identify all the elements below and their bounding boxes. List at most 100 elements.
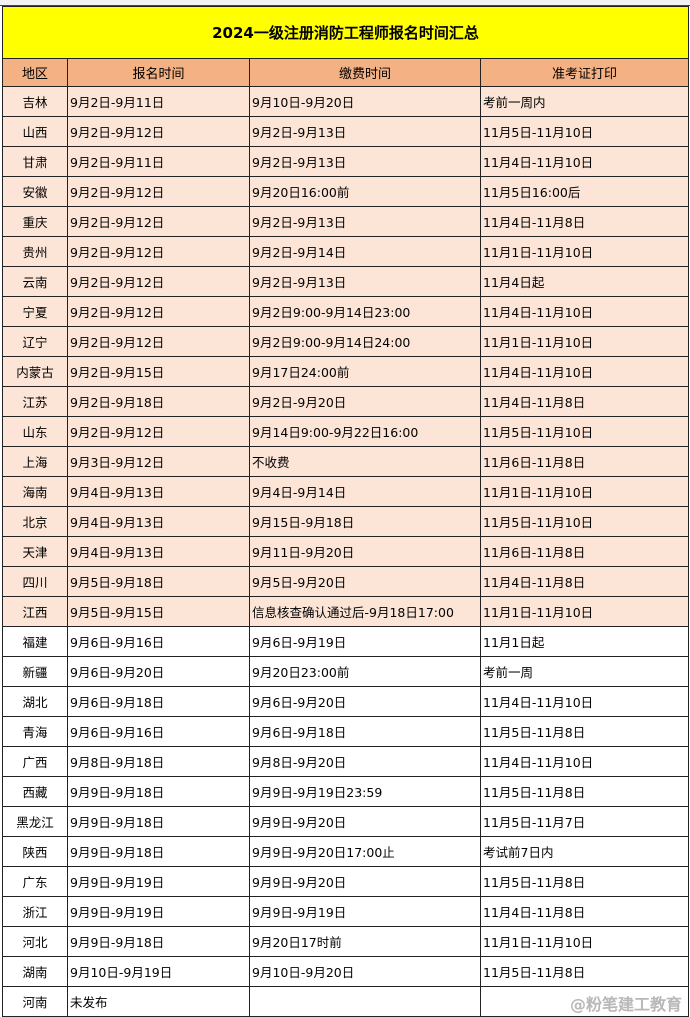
header-row: 地区 报名时间 缴费时间 准考证打印 — [2, 58, 689, 87]
registration-time-cell: 9月6日-9月18日 — [67, 686, 250, 717]
payment-time-cell: 9月10日-9月20日 — [249, 86, 481, 117]
region-cell: 天津 — [2, 536, 68, 567]
table-row: 湖北 9月6日-9月18日 9月6日-9月20日 11月4日-11月10日 — [2, 686, 689, 717]
registration-time-cell: 9月4日-9月13日 — [67, 536, 250, 567]
registration-time-cell: 9月4日-9月13日 — [67, 506, 250, 537]
region-cell: 新疆 — [2, 656, 68, 687]
payment-time-cell: 9月2日-9月13日 — [249, 146, 481, 177]
region-cell: 福建 — [2, 626, 68, 657]
table-row: 河南 未发布 — [2, 986, 689, 1017]
payment-time-cell: 9月20日23:00前 — [249, 656, 481, 687]
payment-time-cell: 9月9日-9月20日 — [249, 806, 481, 837]
registration-time-cell: 9月9日-9月19日 — [67, 896, 250, 927]
region-cell: 云南 — [2, 266, 68, 297]
table-row: 贵州 9月2日-9月12日 9月2日-9月14日 11月1日-11月10日 — [2, 236, 689, 267]
registration-time-cell: 9月9日-9月19日 — [67, 866, 250, 897]
table-row: 山东 9月2日-9月12日 9月14日9:00-9月22日16:00 11月5日-11… — [2, 416, 689, 447]
table-row: 内蒙古 9月2日-9月15日 9月17日24:00前 11月4日-11月10日 — [2, 356, 689, 387]
table-row: 云南 9月2日-9月12日 9月2日-9月13日 11月4日起 — [2, 266, 689, 297]
payment-time-cell: 9月2日-9月13日 — [249, 206, 481, 237]
header-payment-time: 缴费时间 — [249, 58, 481, 87]
admission-ticket-cell: 11月5日-11月10日 — [480, 116, 689, 147]
registration-schedule-table: 2024一级注册消防工程师报名时间汇总 地区 报名时间 缴费时间 准考证打印 吉… — [2, 6, 689, 1017]
registration-time-cell: 9月10日-9月19日 — [67, 956, 250, 987]
payment-time-cell: 9月20日17时前 — [249, 926, 481, 957]
registration-time-cell: 9月2日-9月12日 — [67, 236, 250, 267]
registration-time-cell: 9月8日-9月18日 — [67, 746, 250, 777]
table-row: 北京 9月4日-9月13日 9月15日-9月18日 11月5日-11月10日 — [2, 506, 689, 537]
region-cell: 吉林 — [2, 86, 68, 117]
admission-ticket-cell: 11月5日-11月8日 — [480, 716, 689, 747]
table-row: 吉林 9月2日-9月11日 9月10日-9月20日 考前一周内 — [2, 86, 689, 117]
registration-time-cell: 9月5日-9月15日 — [67, 596, 250, 627]
registration-time-cell: 9月2日-9月11日 — [67, 146, 250, 177]
registration-time-cell: 9月6日-9月20日 — [67, 656, 250, 687]
region-cell: 湖北 — [2, 686, 68, 717]
registration-time-cell: 9月2日-9月12日 — [67, 416, 250, 447]
admission-ticket-cell: 11月5日-11月8日 — [480, 776, 689, 807]
payment-time-cell: 9月5日-9月20日 — [249, 566, 481, 597]
admission-ticket-cell: 11月5日-11月10日 — [480, 416, 689, 447]
region-cell: 浙江 — [2, 896, 68, 927]
watermark: @粉笔建工教育 — [569, 995, 682, 1014]
header-admission-ticket: 准考证打印 — [480, 58, 689, 87]
region-cell: 青海 — [2, 716, 68, 747]
payment-time-cell: 9月9日-9月19日23:59 — [249, 776, 481, 807]
table-row: 福建 9月6日-9月16日 9月6日-9月19日 11月1日起 — [2, 626, 689, 657]
payment-time-cell: 9月2日9:00-9月14日23:00 — [249, 296, 481, 327]
region-cell: 黑龙江 — [2, 806, 68, 837]
region-cell: 北京 — [2, 506, 68, 537]
region-cell: 内蒙古 — [2, 356, 68, 387]
registration-time-cell: 9月2日-9月11日 — [67, 86, 250, 117]
payment-time-cell: 9月10日-9月20日 — [249, 956, 481, 987]
admission-ticket-cell: 11月4日-11月8日 — [480, 386, 689, 417]
table-row: 天津 9月4日-9月13日 9月11日-9月20日 11月6日-11月8日 — [2, 536, 689, 567]
admission-ticket-cell: 11月1日-11月10日 — [480, 476, 689, 507]
admission-ticket-cell: 11月1日-11月10日 — [480, 326, 689, 357]
payment-time-cell: 9月2日9:00-9月14日24:00 — [249, 326, 481, 357]
table-row: 宁夏 9月2日-9月12日 9月2日9:00-9月14日23:00 11月4日-11月… — [2, 296, 689, 327]
payment-time-cell: 9月15日-9月18日 — [249, 506, 481, 537]
admission-ticket-cell: 11月1日-11月10日 — [480, 596, 689, 627]
previous-row-strip — [0, 0, 690, 6]
admission-ticket-cell: 11月6日-11月8日 — [480, 536, 689, 567]
registration-time-cell: 9月2日-9月12日 — [67, 206, 250, 237]
table-row: 江西 9月5日-9月15日 信息核查确认通过后-9月18日17:00 11月1日-11… — [2, 596, 689, 627]
region-cell: 河南 — [2, 986, 68, 1017]
region-cell: 河北 — [2, 926, 68, 957]
payment-time-cell: 9月6日-9月19日 — [249, 626, 481, 657]
registration-time-cell: 9月9日-9月18日 — [67, 836, 250, 867]
region-cell: 广东 — [2, 866, 68, 897]
admission-ticket-cell: 11月4日-11月8日 — [480, 206, 689, 237]
region-cell: 湖南 — [2, 956, 68, 987]
region-cell: 西藏 — [2, 776, 68, 807]
admission-ticket-cell: 11月4日-11月10日 — [480, 686, 689, 717]
table-row: 江苏 9月2日-9月18日 9月2日-9月20日 11月4日-11月8日 — [2, 386, 689, 417]
payment-time-cell: 9月9日-9月20日 — [249, 866, 481, 897]
region-cell: 贵州 — [2, 236, 68, 267]
table-row: 辽宁 9月2日-9月12日 9月2日9:00-9月14日24:00 11月1日-11月… — [2, 326, 689, 357]
registration-time-cell: 9月9日-9月18日 — [67, 926, 250, 957]
admission-ticket-cell: 11月5日-11月8日 — [480, 866, 689, 897]
region-cell: 山东 — [2, 416, 68, 447]
payment-time-cell: 不收费 — [249, 446, 481, 477]
region-cell: 四川 — [2, 566, 68, 597]
payment-time-cell: 9月9日-9月19日 — [249, 896, 481, 927]
region-cell: 陕西 — [2, 836, 68, 867]
region-cell: 辽宁 — [2, 326, 68, 357]
admission-ticket-cell: 考前一周内 — [480, 86, 689, 117]
admission-ticket-cell: 11月5日-11月7日 — [480, 806, 689, 837]
payment-time-cell — [249, 986, 481, 1017]
header-registration-time: 报名时间 — [67, 58, 250, 87]
table-row: 山西 9月2日-9月12日 9月2日-9月13日 11月5日-11月10日 — [2, 116, 689, 147]
header-region: 地区 — [2, 58, 68, 87]
admission-ticket-cell: 11月6日-11月8日 — [480, 446, 689, 477]
admission-ticket-cell: 11月4日起 — [480, 266, 689, 297]
table-row: 浙江 9月9日-9月19日 9月9日-9月19日 11月4日-11月8日 — [2, 896, 689, 927]
region-cell: 江西 — [2, 596, 68, 627]
registration-time-cell: 9月2日-9月12日 — [67, 176, 250, 207]
table-row: 广东 9月9日-9月19日 9月9日-9月20日 11月5日-11月8日 — [2, 866, 689, 897]
registration-time-cell: 9月5日-9月18日 — [67, 566, 250, 597]
payment-time-cell: 9月9日-9月20日17:00止 — [249, 836, 481, 867]
region-cell: 山西 — [2, 116, 68, 147]
